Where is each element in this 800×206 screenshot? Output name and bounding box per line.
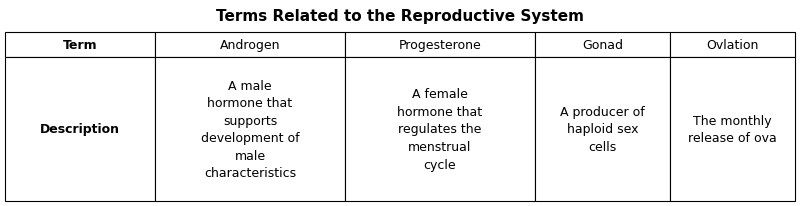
Text: A producer of
haploid sex
cells: A producer of haploid sex cells — [560, 105, 645, 153]
Bar — [155, 33, 345, 58]
Bar — [5, 58, 155, 201]
Text: Terms Related to the Reproductive System: Terms Related to the Reproductive System — [216, 8, 584, 23]
Bar — [155, 58, 345, 201]
Bar — [670, 33, 795, 58]
Text: Ovlation: Ovlation — [706, 39, 758, 52]
Text: Term: Term — [62, 39, 98, 52]
Bar — [345, 58, 535, 201]
Text: Gonad: Gonad — [582, 39, 623, 52]
Text: A female
hormone that
regulates the
menstrual
cycle: A female hormone that regulates the mens… — [398, 88, 482, 171]
Bar — [345, 33, 535, 58]
Bar — [5, 33, 155, 58]
Bar — [535, 58, 670, 201]
Text: A male
hormone that
supports
development of
male
characteristics: A male hormone that supports development… — [201, 79, 299, 179]
Text: The monthly
release of ova: The monthly release of ova — [688, 114, 777, 145]
Text: Androgen: Androgen — [220, 39, 280, 52]
Text: Description: Description — [40, 123, 120, 136]
Bar — [535, 33, 670, 58]
Text: Progesterone: Progesterone — [398, 39, 482, 52]
Bar — [670, 58, 795, 201]
